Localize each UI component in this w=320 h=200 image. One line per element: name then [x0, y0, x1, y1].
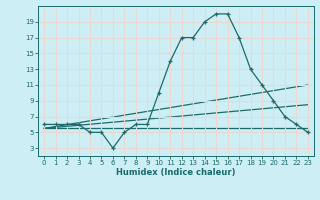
X-axis label: Humidex (Indice chaleur): Humidex (Indice chaleur): [116, 168, 236, 177]
